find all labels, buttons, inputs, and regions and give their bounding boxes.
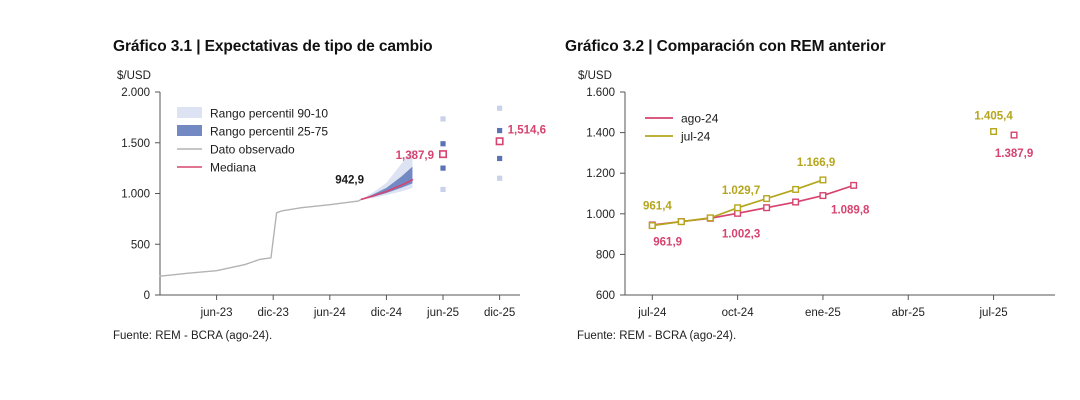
- x-tick-label-1: jun-24: [313, 307, 347, 319]
- chart-source-1: Fuente: REM - BCRA (ago-24).: [113, 330, 273, 342]
- y-tick-label-2: 1.600: [586, 87, 615, 99]
- y-tick-label-2: 1.200: [586, 168, 615, 180]
- annotation-1089-8: 1.089,8: [831, 205, 870, 217]
- y-axis-unit-1: $/USD: [117, 70, 151, 82]
- legend-label-2: jul-24: [680, 130, 711, 144]
- x-tick-label-1: jun-23: [200, 307, 233, 319]
- annotation-1387-9: 1.387,9: [995, 148, 1033, 160]
- x-tick-label-2: abr-25: [892, 307, 925, 319]
- series-marker-ago-24: [763, 204, 771, 212]
- x-tick-label-1: dic-25: [484, 307, 515, 319]
- series-line-mediana: [360, 178, 414, 201]
- annotation-1002-3: 1.002,3: [722, 228, 760, 240]
- y-tick-label-2: 1.000: [586, 209, 615, 221]
- series-marker-ago-24: [792, 198, 800, 206]
- x-tick-label-1: dic-23: [258, 307, 289, 319]
- scatter-marker-percentil-90: [497, 105, 503, 111]
- series-marker-jul-24: [819, 176, 827, 184]
- series-marker-jul-24: [792, 185, 800, 193]
- legend-label-1: Mediana: [210, 161, 256, 175]
- x-tick-label-1: dic-24: [371, 307, 403, 319]
- scatter-marker-percentil-90: [440, 116, 446, 122]
- annotation-1514-6: 1,514,6: [508, 124, 546, 136]
- y-tick-label-2: 800: [596, 249, 615, 261]
- series-marker-ago-24: [734, 209, 742, 217]
- scatter-marker-mediana: [439, 150, 448, 159]
- scatter-marker-percentil-75: [440, 141, 446, 147]
- annotation-942-9: 942,9: [335, 174, 364, 186]
- scatter-marker-percentil-10: [497, 175, 503, 181]
- x-tick-label-2: jul-24: [637, 307, 667, 319]
- series-marker-jul-24: [677, 218, 685, 226]
- y-tick-label-1: 2.000: [121, 87, 150, 99]
- x-tick-label-2: oct-24: [722, 307, 755, 319]
- y-tick-label-1: 0: [144, 290, 150, 302]
- chart-1-canvas: 0 500 1.000 1.500 2.000 jun-23 dic-23 jun-24 dic…: [121, 87, 546, 319]
- y-tick-label-1: 500: [131, 239, 150, 251]
- scatter-marker-percentil-25: [440, 165, 446, 171]
- chart-title-1: Gráfico 3.1 | Expectativas de tipo de ca…: [113, 38, 433, 55]
- chart-2-canvas: 600 800 1.000 1.200 1.400 1.600 jul-24 oct-24 en…: [586, 87, 1055, 319]
- series-marker-jul-24: [706, 214, 714, 222]
- chart-panel-comparacion: Gráfico 3.2 | Comparación con REM anteri…: [555, 0, 1080, 400]
- x-tick-label-2: jul-25: [979, 307, 1008, 319]
- band-25-75: [361, 166, 413, 200]
- series-marker-ago-24: [819, 192, 827, 200]
- legend-label-1: Dato observado: [210, 143, 295, 157]
- scatter-marker-jul-24: [990, 128, 998, 136]
- y-tick-label-1: 1.000: [121, 189, 150, 201]
- series-marker-ago-24: [850, 181, 858, 189]
- series-marker-jul-24: [648, 222, 656, 230]
- scatter-marker-mediana: [495, 137, 504, 146]
- annotation-1166-9: 1.166,9: [797, 157, 835, 169]
- legend-label-1: Rango percentil 25-75: [210, 125, 328, 139]
- y-tick-label-2: 600: [596, 290, 615, 302]
- scatter-marker-percentil-25: [497, 155, 503, 162]
- y-tick-label-2: 1.400: [586, 128, 615, 140]
- scatter-marker-ago-24: [1010, 131, 1018, 139]
- chart-source-2: Fuente: REM - BCRA (ago-24).: [577, 330, 737, 342]
- annotation-1029-7: 1.029,7: [722, 185, 760, 197]
- annotation-1405-4: 1.405,4: [974, 111, 1013, 123]
- y-axis-unit-2: $/USD: [578, 70, 612, 82]
- y-tick-label-1: 1.500: [121, 138, 150, 150]
- legend-swatch-band: [177, 125, 202, 136]
- chart-title-2: Gráfico 3.2 | Comparación con REM anteri…: [565, 38, 886, 55]
- scatter-marker-percentil-10: [440, 186, 446, 193]
- legend-swatch-band: [177, 107, 202, 118]
- series-marker-jul-24: [763, 195, 771, 203]
- series-marker-jul-24: [734, 204, 742, 212]
- annotation-961-4: 961,4: [643, 201, 672, 213]
- annotation-1387-9: 1,387,9: [396, 150, 434, 162]
- chart-panel-expectativas: Gráfico 3.1 | Expectativas de tipo de ca…: [113, 38, 546, 342]
- legend-label-1: Rango percentil 90-10: [210, 107, 328, 121]
- annotation-961-9: 961,9: [653, 237, 682, 249]
- x-tick-label-1: jun-25: [426, 307, 459, 319]
- legend-label-2: ago-24: [681, 112, 719, 126]
- series-line-dato-observado: [159, 198, 363, 277]
- scatter-marker-percentil-75: [497, 127, 503, 134]
- x-tick-label-2: ene-25: [805, 307, 841, 319]
